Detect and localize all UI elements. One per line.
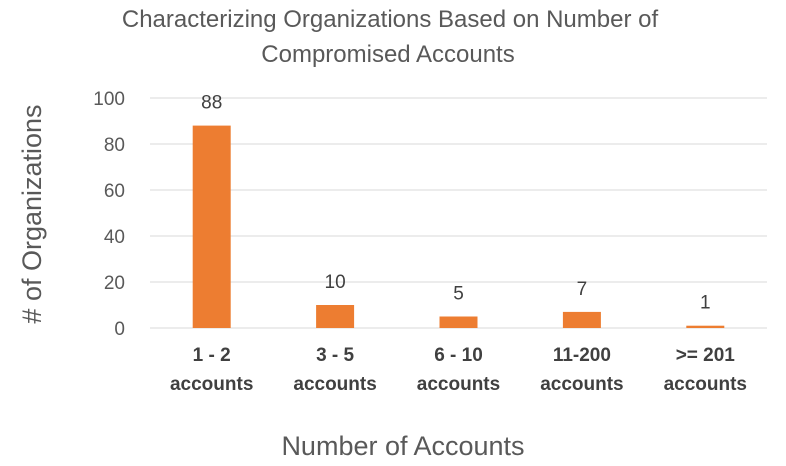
data-label: 1 bbox=[700, 293, 711, 314]
bar-2 bbox=[439, 316, 478, 328]
x-axis-category-labels: 1 - 2 accounts 3 - 5 accounts 6 - 10 accounts… bbox=[170, 345, 747, 395]
chart-title-line-2: Compromised Accounts bbox=[261, 41, 514, 68]
y-tick-label: 80 bbox=[104, 135, 125, 156]
x-category-label: accounts bbox=[664, 374, 747, 395]
data-label: 5 bbox=[453, 284, 464, 305]
bar-3 bbox=[562, 311, 601, 328]
x-category-label: accounts bbox=[417, 374, 500, 395]
x-category-label: 1 - 2 bbox=[193, 345, 231, 366]
y-axis-title: # of Organizations bbox=[17, 104, 47, 323]
x-category-label: 11-200 bbox=[553, 345, 611, 366]
y-tick-label: 0 bbox=[114, 319, 125, 340]
x-category-label: 6 - 10 bbox=[434, 345, 483, 366]
x-category-label: >= 201 bbox=[676, 345, 736, 366]
chart-title-line-1: Characterizing Organizations Based on Nu… bbox=[122, 6, 659, 33]
data-label: 7 bbox=[577, 279, 588, 300]
bar-1 bbox=[316, 305, 355, 328]
data-label: 88 bbox=[201, 93, 222, 114]
y-tick-label: 40 bbox=[104, 227, 125, 248]
data-label: 10 bbox=[325, 272, 346, 293]
x-category-label: accounts bbox=[293, 374, 376, 395]
gridlines bbox=[150, 97, 767, 329]
x-category-label: 3 - 5 bbox=[316, 345, 354, 366]
x-category-label: accounts bbox=[170, 374, 253, 395]
bars bbox=[192, 125, 725, 328]
x-axis-title: Number of Accounts bbox=[281, 431, 524, 461]
x-category-label: accounts bbox=[540, 374, 623, 395]
y-axis-tick-labels: 0 20 40 60 80 100 bbox=[93, 89, 125, 340]
y-tick-label: 20 bbox=[104, 273, 125, 294]
bar-0 bbox=[192, 125, 231, 328]
y-tick-label: 60 bbox=[104, 181, 125, 202]
y-tick-label: 100 bbox=[93, 89, 125, 110]
data-labels: 88 10 5 7 1 bbox=[201, 93, 710, 314]
bar-4 bbox=[686, 325, 725, 328]
